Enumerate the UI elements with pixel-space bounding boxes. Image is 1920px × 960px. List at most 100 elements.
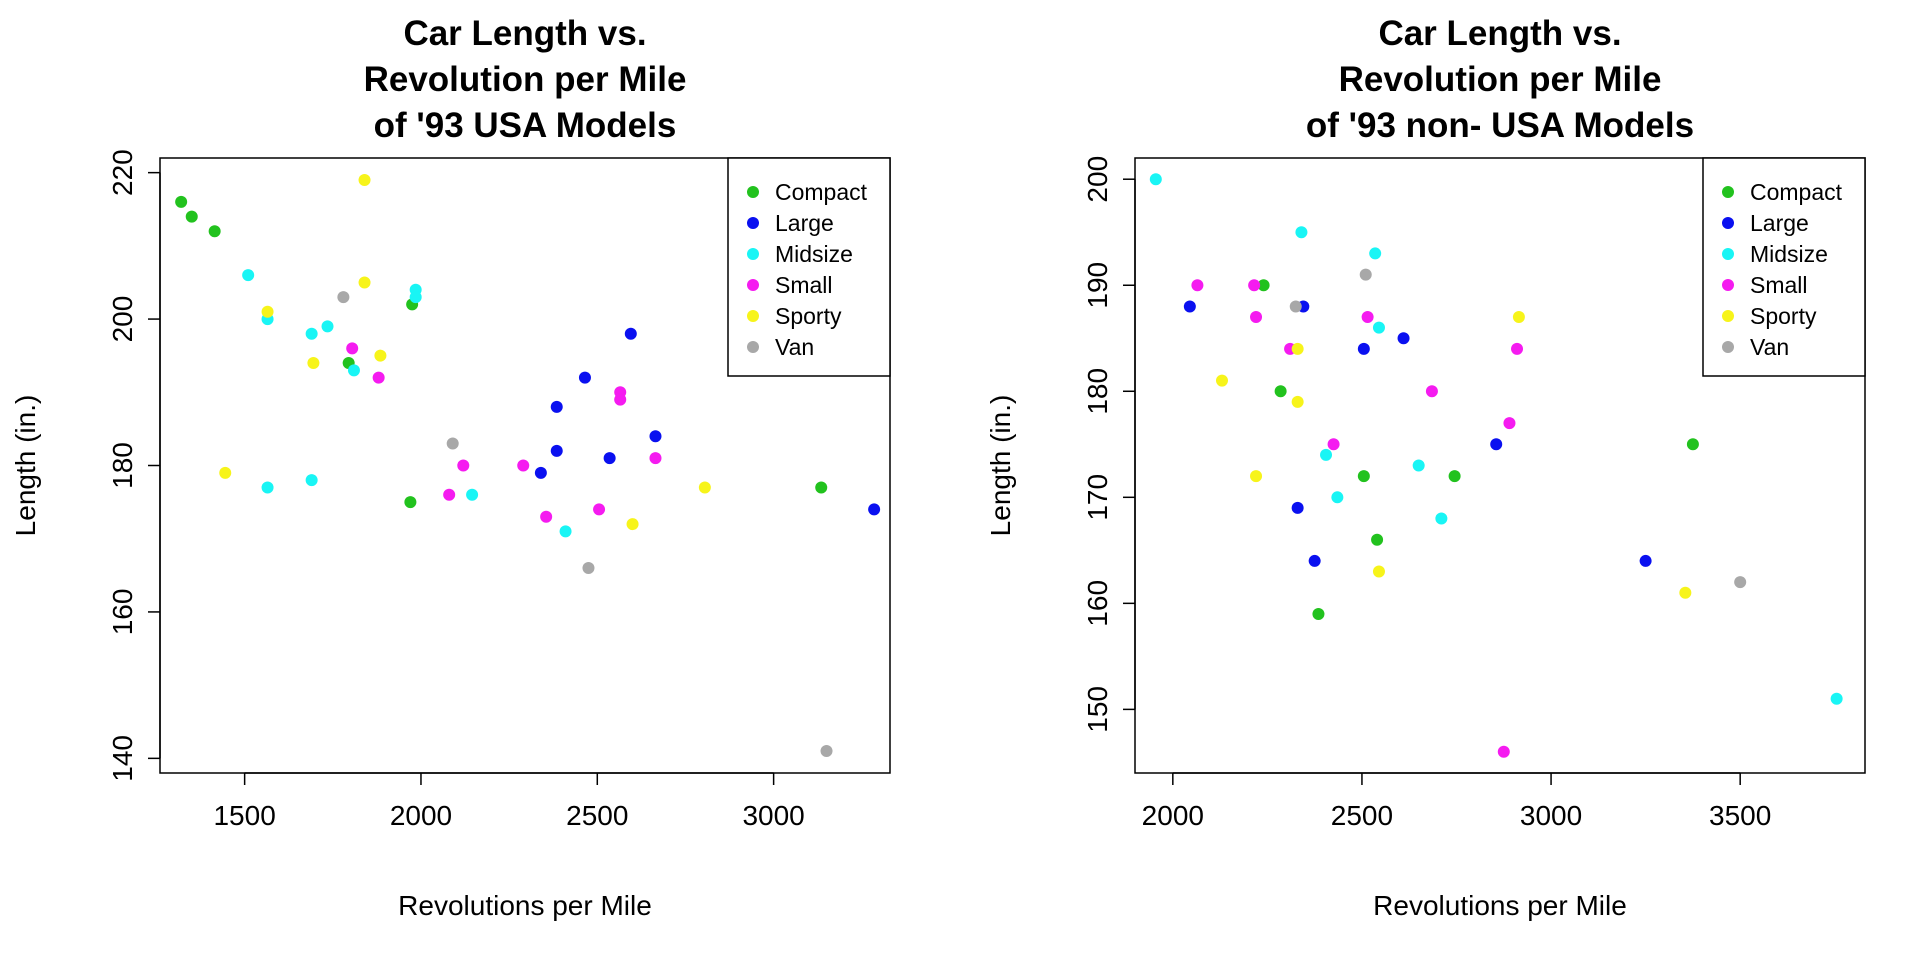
legend: Compact Large Midsize Small Sporty Van [1702, 157, 1866, 377]
point-compact [1357, 470, 1370, 483]
point-compact [815, 481, 828, 494]
legend-label-midsize: Midsize [775, 241, 853, 267]
point-small [372, 371, 385, 384]
usa-models-chart: Car Length vs. Revolution per Mile of '93 … [10, 14, 891, 921]
point-sporty [626, 518, 639, 531]
legend-label-small: Small [775, 272, 833, 298]
y-tick-label: 180 [107, 442, 138, 489]
point-sporty [1215, 374, 1228, 387]
point-midsize [321, 320, 334, 333]
point-compact [1274, 385, 1287, 398]
point-midsize [559, 525, 572, 538]
point-large [1490, 438, 1503, 451]
x-tick-label: 2500 [1331, 800, 1393, 831]
point-van [582, 562, 595, 574]
y-tick-label: 160 [1082, 580, 1113, 627]
point-sporty [219, 466, 232, 479]
y-tick-label: 160 [107, 589, 138, 636]
point-compact [1686, 438, 1699, 451]
point-compact [1257, 279, 1270, 292]
point-compact [1448, 470, 1461, 483]
legend-marker-midsize [747, 248, 759, 260]
point-small [517, 459, 530, 472]
point-large [578, 371, 591, 384]
legend-marker-compact [747, 186, 759, 198]
point-van [1359, 268, 1372, 281]
point-large [1397, 332, 1410, 345]
point-small [1250, 311, 1263, 324]
point-sporty [261, 305, 274, 318]
y-tick-label: 170 [1082, 474, 1113, 521]
x-axis-label: Revolutions per Mile [1373, 890, 1627, 921]
point-large [868, 503, 881, 516]
point-large [1357, 342, 1370, 355]
point-compact [404, 496, 417, 509]
chart-title-line: of '93 USA Models [374, 106, 677, 145]
x-axis-label: Revolutions per Mile [398, 890, 652, 921]
point-large [534, 466, 547, 479]
legend-label-compact: Compact [775, 179, 868, 205]
point-small [1327, 438, 1340, 451]
chart-title-line: of '93 non- USA Models [1306, 106, 1694, 145]
point-midsize [1412, 459, 1425, 472]
point-midsize [305, 474, 318, 487]
point-midsize [1830, 692, 1843, 705]
point-sporty [1291, 395, 1304, 408]
point-large [1639, 554, 1652, 567]
legend-label-midsize: Midsize [1750, 241, 1828, 267]
legend-label-large: Large [775, 210, 834, 236]
legend-label-large: Large [1750, 210, 1809, 236]
legend-marker-compact [1722, 186, 1734, 198]
point-sporty [1372, 565, 1385, 578]
y-tick-label: 180 [1082, 368, 1113, 415]
x-tick-label: 3000 [742, 800, 804, 831]
point-small [457, 459, 470, 472]
point-compact [1312, 607, 1325, 620]
point-small [1248, 279, 1261, 292]
point-small [593, 503, 606, 516]
chart-title-line: Revolution per Mile [364, 60, 687, 99]
point-sporty [698, 481, 711, 494]
point-small [346, 342, 359, 355]
point-midsize [409, 291, 422, 304]
point-midsize [1369, 247, 1382, 260]
point-van [337, 291, 350, 304]
point-small [1503, 417, 1516, 430]
point-large [649, 430, 662, 443]
point-sporty [374, 349, 387, 362]
point-van [1289, 300, 1302, 313]
legend-marker-midsize [1722, 248, 1734, 260]
point-compact [1371, 533, 1384, 546]
point-large [624, 327, 637, 340]
legend-label-sporty: Sporty [775, 303, 842, 329]
legend-marker-large [1722, 217, 1734, 229]
point-midsize [466, 488, 479, 501]
point-compact [175, 195, 188, 208]
point-van [446, 437, 459, 450]
x-tick-label: 2500 [566, 800, 628, 831]
point-small [649, 452, 662, 465]
legend-label-sporty: Sporty [1750, 303, 1817, 329]
point-compact [208, 225, 221, 238]
y-axis-label: Length (in.) [10, 395, 41, 537]
y-tick-label: 150 [1082, 686, 1113, 733]
point-midsize [1331, 491, 1344, 504]
y-tick-label: 190 [1082, 262, 1113, 309]
point-midsize [305, 327, 318, 340]
legend-marker-large [747, 217, 759, 229]
point-small [1511, 342, 1524, 355]
point-large [603, 452, 616, 465]
point-small [1425, 385, 1438, 398]
y-tick-label: 220 [107, 149, 138, 196]
legend-marker-small [747, 279, 759, 291]
point-midsize [261, 481, 274, 494]
point-sporty [1512, 311, 1525, 324]
legend-marker-sporty [747, 310, 759, 322]
point-large [550, 444, 563, 457]
point-small [443, 488, 456, 501]
non-usa-models-chart: Car Length vs. Revolution per Mile of '93 … [985, 14, 1866, 921]
x-tick-label: 3500 [1709, 800, 1771, 831]
chart-title-line: Car Length vs. [1378, 14, 1621, 53]
point-small [540, 510, 553, 523]
